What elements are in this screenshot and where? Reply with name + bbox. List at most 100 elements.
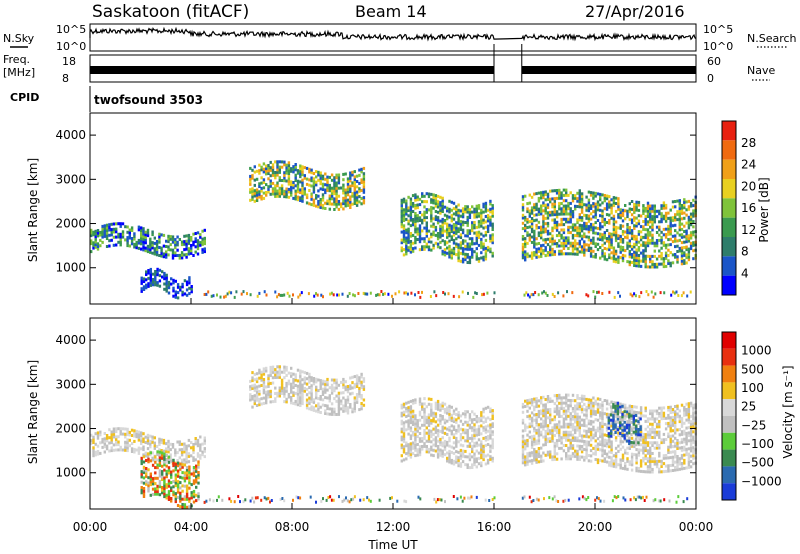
echo-cell [158, 479, 162, 483]
echo-cell [459, 222, 463, 226]
echo-cell [569, 417, 572, 421]
echo-cell [267, 166, 270, 170]
echo-cell [296, 395, 300, 399]
echo-cell [251, 174, 254, 178]
echo-cell [540, 209, 543, 213]
echo-cell [601, 254, 604, 258]
echo-cell [423, 194, 426, 198]
echo-cell [549, 200, 552, 204]
echo-cell [468, 452, 472, 456]
echo-cell [317, 170, 320, 174]
echo-cell [411, 423, 415, 426]
echo-cell [335, 176, 338, 180]
echo-cell [628, 218, 631, 222]
echo-cell [287, 187, 291, 191]
echo-cell [443, 402, 447, 406]
echo-cell [628, 263, 631, 267]
echo-cell [455, 436, 458, 440]
echo-cell [151, 440, 154, 444]
echo-cell [571, 228, 575, 232]
echo-cell [603, 223, 606, 227]
echo-cell [526, 233, 529, 237]
echo-cell [533, 219, 536, 223]
echo-cell [642, 249, 645, 253]
echo-cell [126, 441, 129, 445]
echo-cell [280, 381, 284, 385]
echo-cell [330, 202, 334, 206]
echo-cell [299, 380, 302, 384]
echo-cell [265, 390, 268, 394]
echo-cell [402, 211, 406, 214]
echo-cell [491, 438, 494, 442]
echo-cell [434, 194, 438, 198]
echo-cell [267, 187, 270, 191]
echo-cell [400, 214, 403, 218]
echo-cell [342, 196, 345, 200]
echo-cell [432, 243, 435, 247]
echo-cell [635, 261, 638, 265]
echo-cell [163, 481, 166, 485]
noise-right-tick-top: 10^5 [703, 23, 733, 36]
echo-cell [265, 385, 268, 389]
echo-cell [115, 222, 118, 226]
echo-cell [524, 250, 527, 254]
echo-cell [592, 194, 595, 198]
echo-cell [455, 221, 458, 225]
echo-cell [555, 407, 559, 411]
echo-cell [455, 431, 458, 435]
echo-cell [362, 403, 366, 407]
echo-cell [149, 270, 152, 274]
echo-cell [183, 253, 186, 257]
echo-cell [171, 240, 175, 244]
echo-cell [540, 207, 543, 211]
echo-cell [674, 239, 677, 243]
echo-cell [142, 465, 146, 469]
echo-cell [278, 170, 281, 174]
echo-cell [119, 429, 122, 433]
echo-cell [601, 233, 604, 237]
echo-cell [603, 252, 606, 256]
echo-cell [555, 409, 559, 413]
echo-cell [176, 248, 179, 252]
echo-cell [400, 427, 403, 431]
echo-cell [180, 453, 184, 457]
echo-cell [553, 189, 556, 193]
echo-cell [553, 210, 556, 214]
echo-cell [448, 444, 451, 448]
echo-cell [480, 445, 483, 449]
echo-cell [614, 209, 618, 213]
echo-cell [533, 192, 536, 196]
echo-cell [533, 208, 536, 212]
echo-cell [608, 445, 611, 449]
echo-cell [562, 217, 566, 221]
echo-cell [360, 189, 363, 192]
echo-cell [101, 240, 104, 244]
echo-cell [594, 295, 597, 299]
echo-cell [269, 371, 272, 375]
echo-cell [434, 436, 438, 440]
echo-cell [161, 472, 164, 476]
echo-cell [409, 213, 413, 217]
echo-cell [321, 393, 325, 396]
echo-cell [110, 449, 113, 453]
echo-cell [147, 282, 150, 286]
echo-cell [576, 407, 579, 411]
echo-cell [669, 264, 672, 268]
echo-cell [362, 190, 366, 194]
echo-cell [580, 229, 584, 233]
echo-cell [537, 425, 541, 429]
echo-cell [251, 379, 254, 383]
echo-cell [294, 376, 297, 379]
echo-cell [617, 244, 620, 248]
echo-cell [174, 254, 177, 257]
echo-cell [400, 422, 403, 426]
echo-cell [466, 210, 469, 214]
echo-cell [434, 404, 438, 408]
echo-cell [434, 428, 438, 432]
echo-cell [151, 241, 154, 245]
echo-cell [400, 241, 403, 245]
echo-cell [258, 171, 261, 175]
echo-cell [421, 221, 424, 225]
echo-cell [142, 227, 145, 231]
echo-cell [290, 382, 293, 386]
